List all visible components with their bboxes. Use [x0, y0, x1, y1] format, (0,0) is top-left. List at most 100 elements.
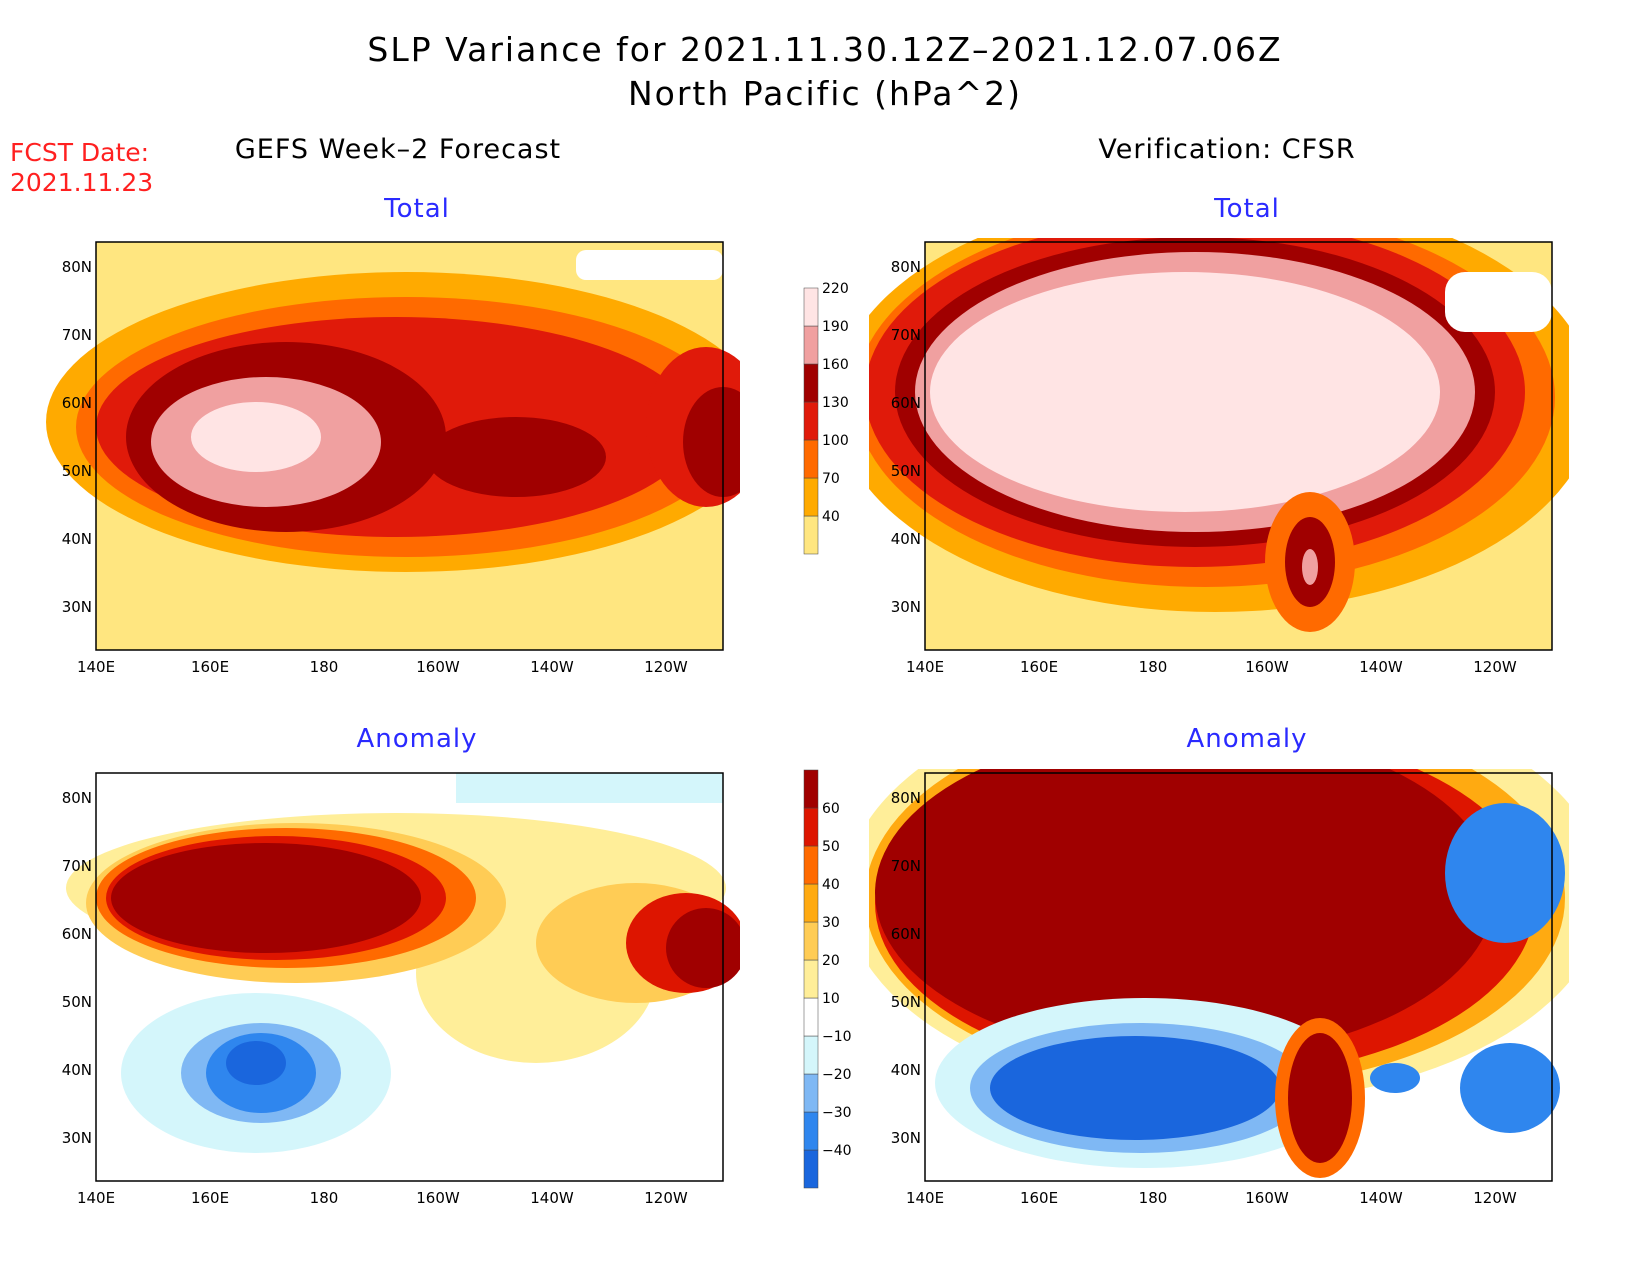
colorbar-swatch: [803, 325, 819, 365]
colorbar-tick-label: 130: [822, 395, 849, 411]
colorbar-tick-label: 70: [822, 471, 840, 487]
lon-tick-label: 140E: [76, 658, 116, 676]
lat-tick-label: 40N: [890, 1061, 921, 1079]
lat-tick-label: 40N: [61, 530, 92, 548]
lat-tick-label: 30N: [890, 1129, 921, 1147]
lat-tick-label: 50N: [890, 993, 921, 1011]
gefs-total-map: [40, 241, 740, 651]
colorbar-swatch: [803, 883, 819, 923]
colorbar-tick-label: 50: [822, 839, 840, 855]
colorbar-tick-label: 100: [822, 433, 849, 449]
colorbar-tick-label: 190: [822, 319, 849, 335]
lat-tick-label: 50N: [61, 993, 92, 1011]
lat-tick-label: 40N: [61, 1061, 92, 1079]
lon-tick-label: 120W: [1473, 658, 1517, 676]
gefs-total-subtitle: Total: [384, 194, 450, 224]
lon-tick-label: 160E: [1019, 658, 1059, 676]
colorbar-tick-label: 20: [822, 953, 840, 969]
lon-tick-label: 180: [309, 658, 339, 676]
colorbar-swatch: [803, 1111, 819, 1151]
lat-tick-label: 60N: [61, 394, 92, 412]
lat-tick-label: 80N: [61, 258, 92, 276]
lon-tick-label: 160E: [1019, 1189, 1059, 1207]
colorbar-tick-label: 160: [822, 357, 849, 373]
lon-tick-label: 180: [1138, 658, 1168, 676]
lon-tick-label: 120W: [644, 1189, 688, 1207]
colorbar-swatch: [803, 287, 819, 327]
cfsr-total-subtitle: Total: [1214, 194, 1280, 224]
colorbar-tick-label: −10: [822, 1029, 852, 1045]
lon-tick-label: 120W: [1473, 1189, 1517, 1207]
colorbar-tick-label: 10: [822, 991, 840, 1007]
colorbar-swatch: [803, 769, 819, 809]
lon-tick-label: 140W: [1359, 658, 1403, 676]
colorbar-tick-label: 220: [822, 281, 849, 297]
lon-tick-label: 160W: [416, 1189, 460, 1207]
lon-tick-label: 140E: [905, 658, 945, 676]
lat-tick-label: 30N: [61, 1129, 92, 1147]
lon-tick-label: 160E: [190, 658, 230, 676]
lat-tick-label: 60N: [61, 925, 92, 943]
lon-tick-label: 120W: [644, 658, 688, 676]
lon-tick-label: 160W: [1245, 1189, 1289, 1207]
colorbar-tick-label: −30: [822, 1105, 852, 1121]
cfsr-total-map: [869, 238, 1569, 651]
colorbar-swatch: [803, 1073, 819, 1113]
colorbar-swatch: [803, 959, 819, 999]
lon-tick-label: 160W: [1245, 658, 1289, 676]
lon-tick-label: 180: [1138, 1189, 1168, 1207]
lon-tick-label: 140E: [76, 1189, 116, 1207]
lat-tick-label: 80N: [890, 258, 921, 276]
colorbar-tick-label: 60: [822, 801, 840, 817]
cfsr-anomaly-map: [869, 769, 1569, 1182]
forecast-date-value: 2021.11.23: [10, 168, 154, 197]
lat-tick-label: 60N: [890, 394, 921, 412]
main-title: SLP Variance for 2021.11.30.12Z–2021.12.…: [367, 30, 1283, 69]
cfsr-anomaly-subtitle: Anomaly: [1186, 724, 1308, 754]
forecast-date-block: FCST Date: 2021.11.23: [10, 138, 153, 198]
lon-tick-label: 140E: [905, 1189, 945, 1207]
anomaly-colorbar: −40 −30 −20 −10 10 20 30 40 50 60: [803, 769, 852, 1189]
lon-tick-label: 160E: [190, 1189, 230, 1207]
lat-tick-label: 80N: [890, 789, 921, 807]
colorbar-swatch: [803, 997, 819, 1037]
colorbar-swatch: [803, 401, 819, 441]
lat-tick-label: 40N: [890, 530, 921, 548]
colorbar-tick-label: 30: [822, 915, 840, 931]
lat-tick-label: 50N: [890, 462, 921, 480]
colorbar-tick-label: 40: [822, 877, 840, 893]
gefs-column-title: GEFS Week–2 Forecast: [234, 134, 562, 165]
lon-tick-label: 140W: [530, 1189, 574, 1207]
lon-tick-label: 140W: [530, 658, 574, 676]
colorbar-swatch: [803, 1035, 819, 1075]
lon-tick-label: 180: [309, 1189, 339, 1207]
colorbar-swatch: [803, 845, 819, 885]
colorbar-swatch: [803, 363, 819, 403]
lat-tick-label: 70N: [890, 326, 921, 344]
lat-tick-label: 70N: [61, 326, 92, 344]
lat-tick-label: 80N: [61, 789, 92, 807]
total-colorbar: 40 70 100 130 160 190 220: [803, 281, 849, 555]
lat-tick-label: 50N: [61, 462, 92, 480]
forecast-date-label: FCST Date:: [10, 138, 150, 167]
main-subtitle: North Pacific (hPa^2): [627, 74, 1023, 113]
cfsr-column-title: Verification: CFSR: [1098, 134, 1356, 165]
colorbar-swatch: [803, 439, 819, 479]
colorbar-tick-label: 40: [822, 509, 840, 525]
lat-tick-label: 30N: [890, 598, 921, 616]
lat-tick-label: 70N: [890, 857, 921, 875]
colorbar-swatch: [803, 807, 819, 847]
lon-tick-label: 160W: [416, 658, 460, 676]
colorbar-swatch: [803, 477, 819, 517]
lon-tick-label: 140W: [1359, 1189, 1403, 1207]
gefs-anomaly-subtitle: Anomaly: [356, 724, 478, 754]
colorbar-swatch: [803, 921, 819, 961]
lat-tick-label: 60N: [890, 925, 921, 943]
lat-tick-label: 30N: [61, 598, 92, 616]
gefs-anomaly-map: [66, 772, 740, 1182]
lat-tick-label: 70N: [61, 857, 92, 875]
colorbar-tick-label: −40: [822, 1143, 852, 1159]
colorbar-swatch: [803, 1149, 819, 1189]
colorbar-swatch: [803, 515, 819, 555]
colorbar-tick-label: −20: [822, 1067, 852, 1083]
